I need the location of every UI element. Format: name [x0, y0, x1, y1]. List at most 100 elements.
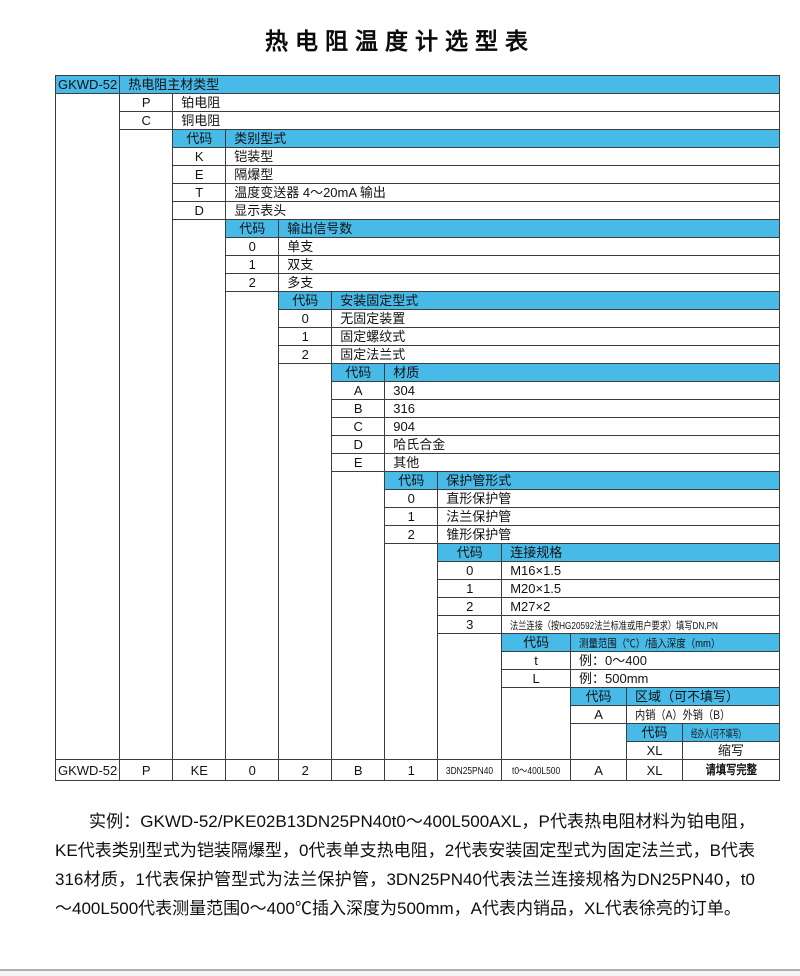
label-cell: M27×2	[501, 597, 780, 616]
label-cell: 隔爆型	[225, 165, 780, 184]
code-cell: T	[172, 183, 227, 202]
code-cell: 3	[437, 615, 503, 634]
spacer-cell	[278, 363, 333, 760]
code-cell: XL	[626, 741, 684, 760]
section-title-cell: 测量范围（℃）/插入深度（mm）	[570, 633, 780, 652]
selection-table: GKWD-52 热电阻主材类型 P 铂电阻 C 铜电阻 代码 类别型式 K 铠装…	[54, 75, 780, 781]
code-cell: 0	[225, 237, 280, 256]
option-row: 1 法兰保护管	[56, 507, 780, 526]
agent-header-text: 经办人(可不填写)	[691, 727, 741, 740]
code-header-cell: 代码	[384, 471, 439, 490]
fill-complete-text: 请填写完整	[705, 763, 757, 778]
code-cell: P	[119, 93, 174, 112]
label-cell: 缩写	[682, 741, 780, 760]
option-row: A 内销（A）外销（B）	[56, 705, 780, 724]
code-cell: C	[331, 417, 386, 436]
code-header-cell: 代码	[501, 633, 572, 652]
summary-flange-text: 3DN25PN40	[446, 765, 494, 778]
section-title-cell: 经办人(可不填写)	[682, 723, 780, 742]
option-row: E 其他	[56, 453, 780, 472]
code-header-cell: 代码	[172, 129, 227, 148]
section-title-cell: 区域（可不填写）	[626, 687, 780, 706]
summary-cell: 0	[225, 759, 280, 781]
summary-cell: B	[331, 759, 386, 781]
label-cell: 铂电阻	[172, 93, 780, 112]
option-row: D 显示表头	[56, 201, 780, 220]
bottom-divider	[0, 969, 800, 976]
label-cell: 直形保护管	[437, 489, 780, 508]
option-row: t 例：0～400	[56, 651, 780, 670]
option-row: A 304	[56, 381, 780, 400]
option-row: 1 M20×1.5	[56, 579, 780, 598]
summary-cell: 1	[384, 759, 439, 781]
label-cell: 其他	[384, 453, 780, 472]
summary-cell: 2	[278, 759, 333, 781]
code-cell: E	[331, 453, 386, 472]
section-title-cell: 输出信号数	[278, 219, 780, 238]
code-header-cell: 代码	[331, 363, 386, 382]
sale-area-text: 内销（A）外销（B）	[635, 708, 731, 722]
code-cell: 1	[384, 507, 439, 526]
code-cell: 1	[437, 579, 503, 598]
label-cell: M16×1.5	[501, 561, 780, 580]
spacer-cell	[384, 543, 439, 760]
top-header-label-cell: 热电阻主材类型	[119, 75, 780, 94]
summary-cell: A	[570, 759, 628, 781]
section-header-row: 代码 经办人(可不填写)	[56, 723, 780, 760]
label-cell: 904	[384, 417, 780, 436]
option-row: 0 无固定装置	[56, 309, 780, 328]
summary-fill-hint-cell: 请填写完整	[682, 759, 780, 781]
label-cell: 316	[384, 399, 780, 418]
code-cell: 0	[384, 489, 439, 508]
section-header-row: 代码 材质	[56, 363, 780, 760]
range-header-text: 测量范围（℃）/插入深度（mm）	[579, 637, 721, 650]
label-cell: 例：0～400	[570, 651, 780, 670]
label-cell: M20×1.5	[501, 579, 780, 598]
code-cell: 1	[225, 255, 280, 274]
label-cell: 304	[384, 381, 780, 400]
section-title-cell: 类别型式	[225, 129, 780, 148]
option-row: D 哈氏合金	[56, 435, 780, 454]
summary-cell: KE	[172, 759, 227, 781]
code-cell: E	[172, 165, 227, 184]
label-cell: 显示表头	[225, 201, 780, 220]
section-title-cell: 连接规格	[501, 543, 780, 562]
option-row: P 铂电阻	[54, 93, 780, 760]
code-cell: A	[331, 381, 386, 400]
summary-model-cell: GKWD-52	[54, 759, 121, 781]
code-cell: 2	[225, 273, 280, 292]
spacer-cell	[570, 723, 628, 760]
spacer-cell	[225, 291, 280, 760]
label-cell: 锥形保护管	[437, 525, 780, 544]
spacer-cell	[331, 471, 386, 760]
spacer-cell	[119, 129, 174, 760]
section-title-cell: 安装固定型式	[331, 291, 780, 310]
summary-cell: P	[119, 759, 174, 781]
option-row: C 铜电阻	[56, 111, 780, 130]
summary-range-text: t0～400L500	[512, 765, 561, 778]
section-header-row: 代码 安装固定型式	[56, 291, 780, 760]
code-cell: D	[172, 201, 227, 220]
label-cell: 温度变送器 4～20mA 输出	[225, 183, 780, 202]
section-header-row: 代码 连接规格	[56, 543, 780, 760]
code-cell: B	[331, 399, 386, 418]
code-cell: D	[331, 435, 386, 454]
code-header-cell: 代码	[225, 219, 280, 238]
summary-row: GKWD-52 P KE 0 2 B 1 3DN25PN40 t0～400L50…	[54, 759, 780, 781]
label-cell: 铜电阻	[172, 111, 780, 130]
code-header-cell: 代码	[570, 687, 628, 706]
flange-spec-text: 法兰连接（按HG20592法兰标准或用户要求）填写DN,PN	[510, 619, 719, 632]
label-cell: 铠装型	[225, 147, 780, 166]
spacer-cell	[437, 633, 503, 760]
label-cell: 例：500mm	[570, 669, 780, 688]
code-cell: L	[501, 669, 572, 688]
option-row: 0 M16×1.5	[56, 561, 780, 580]
summary-cell: t0～400L500	[501, 759, 572, 781]
section-header-row: 代码 类别型式	[56, 129, 780, 760]
option-row: 2 固定法兰式	[56, 345, 780, 364]
code-cell: 2	[278, 345, 333, 364]
section-title-cell: 材质	[384, 363, 780, 382]
label-cell: 双支	[278, 255, 780, 274]
top-header-row: GKWD-52 热电阻主材类型	[54, 75, 780, 94]
code-cell: t	[501, 651, 572, 670]
